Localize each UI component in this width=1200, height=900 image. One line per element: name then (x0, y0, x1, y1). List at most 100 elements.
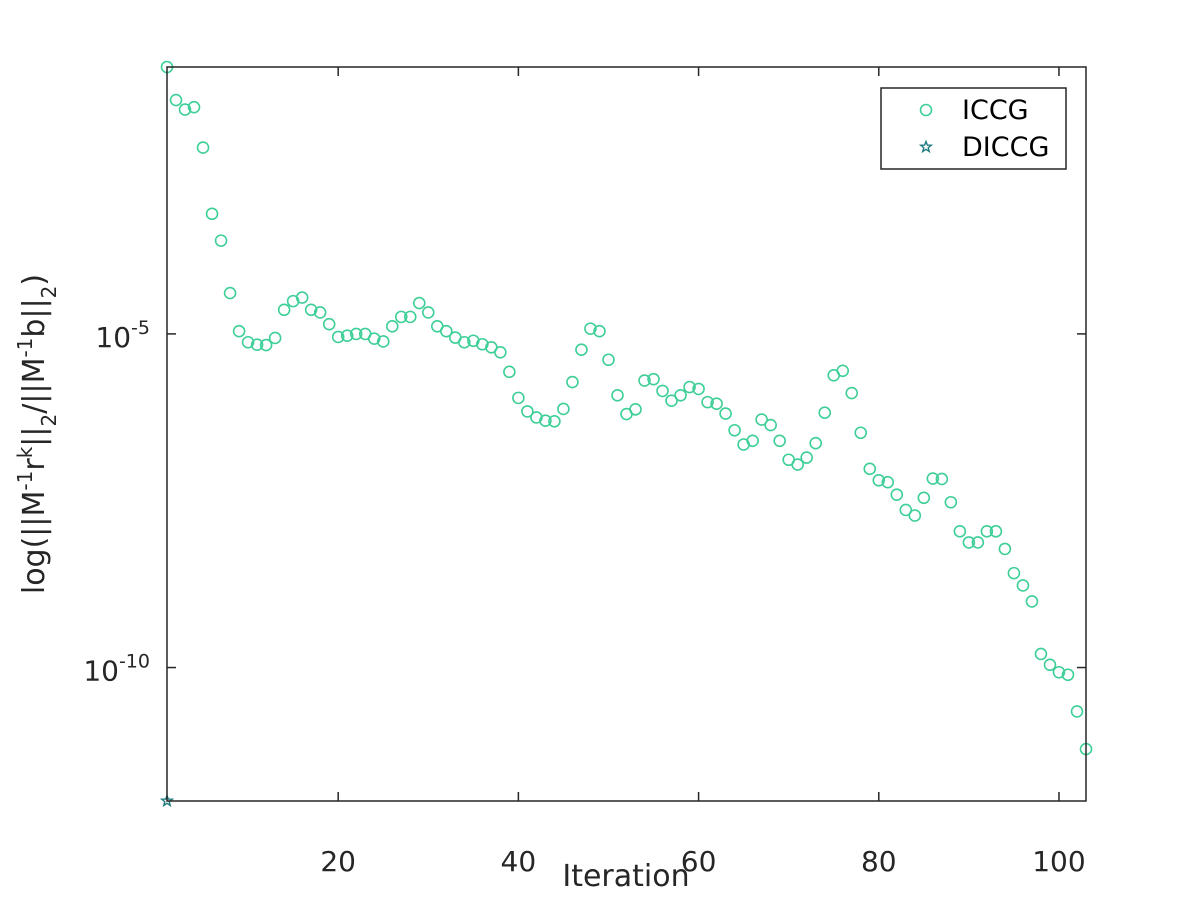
iccg-point (412, 296, 426, 310)
iccg-point (1043, 658, 1057, 672)
ylabel-part-1: log(||M (17, 491, 52, 595)
iccg-point (899, 503, 913, 517)
iccg-point (971, 536, 985, 549)
iccg-point (818, 406, 832, 419)
y-axis-label: log(||M-1rk||2/||M-1b||2) (13, 274, 61, 594)
iccg-point (881, 475, 895, 489)
iccg-point (250, 338, 264, 351)
iccg-point (1025, 595, 1039, 608)
iccg-point (205, 207, 219, 221)
iccg-point (575, 343, 588, 356)
iccg-point (728, 423, 741, 437)
ylabel-part-3: || (17, 426, 52, 446)
iccg-point (214, 234, 228, 247)
legend-diccg-marker (918, 139, 934, 154)
iccg-point (331, 330, 345, 344)
iccg-point (746, 434, 759, 448)
iccg-point (187, 100, 201, 114)
y-tick-base: 10 (83, 655, 119, 688)
iccg-point (241, 335, 255, 349)
iccg-point (340, 329, 354, 343)
iccg-point (674, 389, 687, 402)
iccg-point (322, 317, 336, 331)
iccg-point (1007, 566, 1021, 580)
iccg-point (304, 303, 318, 317)
ylabel-part-2: r (17, 458, 52, 471)
iccg-point (629, 403, 642, 416)
iccg-point (584, 322, 597, 335)
iccg-point (836, 364, 850, 378)
iccg-point (845, 386, 859, 400)
ylabel-sup-3: -1 (13, 338, 37, 358)
iccg-point (998, 542, 1012, 556)
iccg-point (223, 286, 237, 300)
iccg-point (494, 346, 507, 359)
iccg-point (854, 426, 868, 440)
x-tick-labels: 20 40 60 80 100 (320, 845, 1085, 878)
y-tick-label: 10-10 (83, 651, 150, 688)
iccg-point (863, 462, 877, 476)
iccg-point (1070, 705, 1084, 718)
x-tick-label: 60 (681, 845, 717, 878)
iccg-point (809, 436, 823, 450)
iccg-point (385, 320, 399, 333)
iccg-point (1034, 647, 1048, 661)
iccg-point (701, 395, 714, 409)
iccg-point (872, 473, 886, 487)
x-tick-label: 40 (501, 845, 537, 878)
iccg-point (394, 310, 408, 324)
x-tick-label: 80 (861, 845, 897, 878)
iccg-point (692, 382, 705, 396)
iccg-point (719, 407, 732, 420)
legend-diccg-label: DICCG (962, 132, 1049, 163)
iccg-point (800, 451, 814, 464)
iccg-point (376, 335, 390, 348)
iccg-point (476, 337, 489, 351)
ylabel-part-6: ) (17, 274, 52, 286)
iccg-point (683, 380, 696, 394)
iccg-point (458, 335, 471, 349)
iccg-point (593, 324, 606, 338)
iccg-point (268, 331, 282, 345)
iccg-point (512, 391, 525, 405)
iccg-point (908, 509, 922, 522)
iccg-point (1061, 668, 1075, 682)
iccg-point (602, 353, 615, 367)
iccg-point (196, 141, 210, 154)
iccg-point (539, 414, 552, 428)
ylabel-sub-1: 2 (37, 414, 61, 427)
ylabel-sub-2: 2 (37, 286, 61, 299)
iccg-point (917, 491, 931, 505)
x-tick-label: 20 (320, 845, 356, 878)
iccg-point (665, 394, 678, 407)
iccg-point (566, 375, 579, 389)
y-tick-exponent: -10 (119, 651, 150, 673)
iccg-point (962, 536, 976, 549)
ylabel-part-5: b|| (17, 298, 52, 337)
iccg-point (890, 488, 904, 501)
iccg-point (764, 418, 777, 432)
x-tick-label: 100 (1032, 845, 1085, 878)
y-tick-labels: 10-510-10 (83, 317, 150, 688)
iccg-point (989, 525, 1003, 538)
axis-ticks (167, 67, 1086, 801)
iccg-point (421, 306, 435, 319)
iccg-point (755, 413, 768, 426)
iccg-point (980, 525, 994, 538)
legend: ICCG DICCG (880, 87, 1067, 170)
ylabel-sup-1: -1 (13, 471, 37, 491)
iccg-point (295, 291, 309, 304)
iccg-point (1016, 579, 1030, 592)
y-tick-label: 10-5 (95, 317, 150, 354)
iccg-point (1052, 665, 1066, 679)
iccg-point (259, 338, 273, 352)
iccg-point (548, 415, 561, 428)
iccg-point (503, 365, 516, 379)
legend-iccg-marker (919, 103, 933, 117)
iccg-point (944, 495, 958, 509)
iccg-point (773, 434, 786, 448)
iccg-point (953, 525, 967, 538)
y-tick-base: 10 (95, 321, 131, 354)
iccg-point (935, 472, 949, 486)
iccg-point (439, 324, 453, 338)
